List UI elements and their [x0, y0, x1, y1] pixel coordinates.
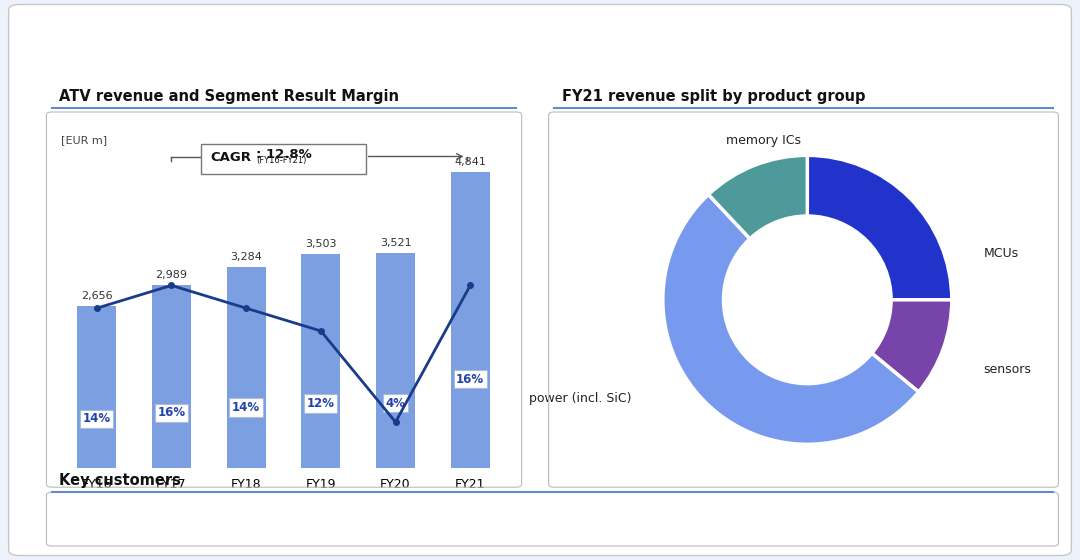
- Text: Key customers: Key customers: [59, 473, 181, 488]
- Text: Mando: Mando: [302, 524, 345, 536]
- Text: FY21 revenue split by product group: FY21 revenue split by product group: [562, 88, 865, 104]
- Text: Valeo: Valeo: [637, 523, 679, 537]
- Legend: ATV revenue, ATV Segment Result Margin: ATV revenue, ATV Segment Result Margin: [56, 506, 378, 528]
- Text: Nidec: Nidec: [526, 524, 568, 536]
- Text: HYUNDAI: HYUNDAI: [67, 525, 120, 535]
- Text: ZF: ZF: [972, 523, 991, 537]
- Bar: [376, 253, 415, 468]
- Text: 12%: 12%: [307, 397, 335, 410]
- Text: power (incl. SiC): power (incl. SiC): [528, 391, 631, 404]
- Bar: [227, 267, 266, 468]
- Wedge shape: [872, 300, 951, 392]
- Wedge shape: [708, 155, 808, 239]
- Bar: [78, 306, 117, 468]
- Text: 2,656: 2,656: [81, 291, 112, 301]
- Text: sensors: sensors: [984, 363, 1031, 376]
- Text: BorgWarner: BorgWarner: [306, 501, 390, 514]
- Text: MCUs: MCUs: [984, 247, 1018, 260]
- Bar: [152, 285, 191, 468]
- Text: 14%: 14%: [83, 413, 111, 426]
- Wedge shape: [807, 155, 951, 300]
- FancyBboxPatch shape: [201, 144, 366, 174]
- Wedge shape: [663, 194, 919, 444]
- Text: 2,989: 2,989: [156, 270, 188, 281]
- Text: veoneer: veoneer: [737, 524, 792, 536]
- Text: vitesco: vitesco: [848, 524, 892, 536]
- Text: 16%: 16%: [456, 372, 484, 385]
- Text: memory ICs: memory ICs: [727, 134, 801, 147]
- Text: LEAR: LEAR: [192, 524, 230, 536]
- Text: 4,841: 4,841: [455, 157, 486, 167]
- Text: HELLA: HELLA: [899, 501, 941, 514]
- Text: MITSUBISHI: MITSUBISHI: [402, 525, 475, 535]
- Text: ·APTIV·: ·APTIV·: [92, 501, 133, 514]
- Text: (FY16-FY21): (FY16-FY21): [256, 156, 307, 165]
- Text: 14%: 14%: [232, 401, 260, 414]
- Text: : 12.8%: : 12.8%: [256, 148, 312, 161]
- Text: ATV revenue and Segment Result Margin: ATV revenue and Segment Result Margin: [59, 88, 400, 104]
- Text: DENSO: DENSO: [779, 500, 836, 515]
- Text: 3,521: 3,521: [380, 238, 411, 248]
- Text: Astemo: Astemo: [205, 501, 255, 514]
- Text: 4%: 4%: [386, 396, 406, 410]
- Text: [EUR m]: [EUR m]: [60, 135, 107, 145]
- Bar: [301, 254, 340, 468]
- Text: CAGR: CAGR: [211, 151, 252, 164]
- Bar: [450, 172, 489, 468]
- Text: BOSCH: BOSCH: [437, 500, 495, 515]
- Text: 3,284: 3,284: [230, 253, 262, 263]
- Text: Continental: Continental: [656, 501, 724, 514]
- Text: 3,503: 3,503: [305, 239, 337, 249]
- Text: BYD: BYD: [564, 502, 585, 512]
- Text: 16%: 16%: [158, 407, 186, 419]
